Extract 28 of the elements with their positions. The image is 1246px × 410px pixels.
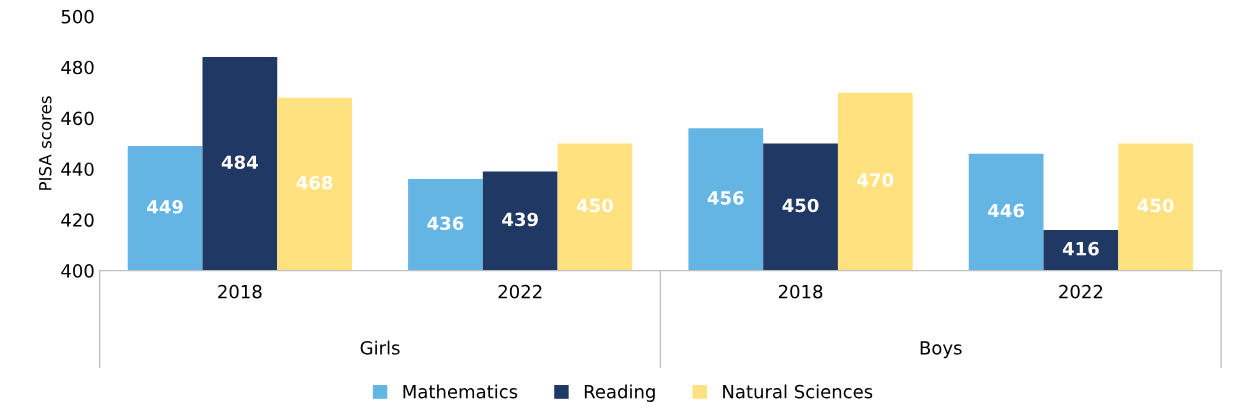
y-tick-label: 500 [61, 9, 94, 24]
data-label: 468 [296, 175, 333, 190]
legend-label: Natural Sciences [723, 384, 873, 399]
x-tick-label: 2018 [778, 284, 823, 299]
data-label: 456 [707, 191, 744, 205]
y-tick-label: 440 [61, 162, 94, 177]
data-label: 449 [147, 199, 183, 214]
x-tick-label: 2018 [218, 284, 262, 299]
data-label: 450 [782, 198, 819, 213]
data-label: 436 [427, 216, 464, 231]
y-tick-label: 420 [61, 213, 94, 227]
data-label: 446 [988, 203, 1025, 218]
y-tick-label: 480 [61, 60, 94, 75]
legend-label: Reading [584, 384, 655, 402]
data-label: 484 [221, 155, 258, 170]
text: Boys [920, 341, 962, 359]
y-tick-label: 460 [61, 111, 94, 126]
y-tick-label: 400 [61, 264, 94, 278]
x-tick-label: 2022 [498, 284, 542, 299]
text: Girls [360, 340, 400, 355]
data-label: 416 [1062, 241, 1099, 256]
data-label: 450 [1137, 198, 1174, 213]
data-label: 470 [857, 173, 894, 187]
x-tick-label: 2022 [1059, 284, 1103, 299]
data-label: 439 [502, 212, 538, 227]
legend-label: Mathematics [403, 384, 518, 399]
data-label: 450 [576, 198, 613, 213]
y-axis-title: PISA scores [38, 96, 52, 190]
